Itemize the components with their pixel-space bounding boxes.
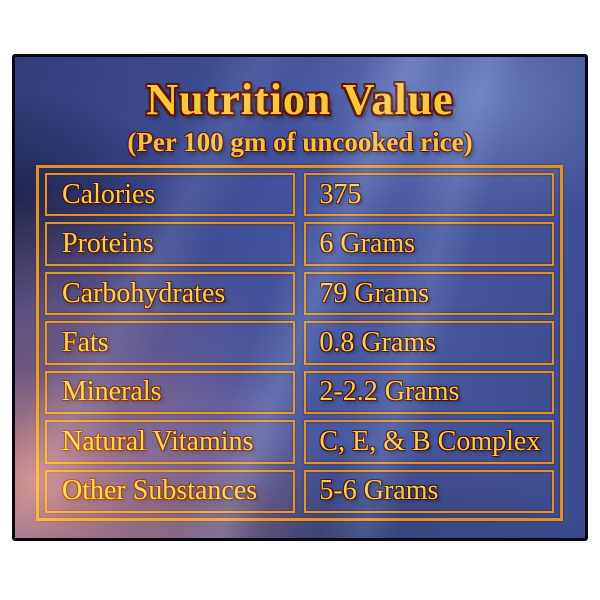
nutrient-label-cell: Calories <box>45 173 296 217</box>
nutrient-value-cell: 5-6 Grams <box>304 469 554 513</box>
table-row: Carbohydrates 79 Grams <box>45 271 554 316</box>
table-row: Minerals 2-2.2 Grams <box>45 370 554 415</box>
nutrient-value-cell: 375 <box>304 173 554 217</box>
table-row: Calories 375 <box>45 173 554 217</box>
nutrient-label-cell: Carbohydrates <box>45 271 296 316</box>
nutrient-value-cell: 6 Grams <box>304 222 554 266</box>
nutrient-value-cell: 79 Grams <box>304 271 554 316</box>
nutrient-value-cell: 2-2.2 Grams <box>304 370 554 415</box>
nutrient-label-cell: Fats <box>45 321 296 365</box>
page-subtitle: (Per 100 gm of uncooked rice) <box>127 127 473 157</box>
table-row: Fats 0.8 Grams <box>45 321 554 365</box>
nutrient-value-cell: C, E, & B Complex <box>304 420 554 464</box>
nutrient-label-cell: Minerals <box>45 370 296 415</box>
table-row: Natural Vitamins C, E, & B Complex <box>45 420 554 464</box>
nutrient-label-cell: Natural Vitamins <box>45 420 296 464</box>
nutrient-label-cell: Other Substances <box>45 469 296 513</box>
nutrition-table: Calories 375 Proteins 6 Grams Carbohydra… <box>36 165 563 521</box>
page-title: Nutrition Value <box>146 75 454 124</box>
table-row: Proteins 6 Grams <box>45 222 554 266</box>
table-row: Other Substances 5-6 Grams <box>45 469 554 513</box>
package-label-photo: Nutrition Value (Per 100 gm of uncooked … <box>12 54 588 541</box>
nutrient-value-cell: 0.8 Grams <box>304 321 554 365</box>
nutrient-label-cell: Proteins <box>45 222 296 266</box>
